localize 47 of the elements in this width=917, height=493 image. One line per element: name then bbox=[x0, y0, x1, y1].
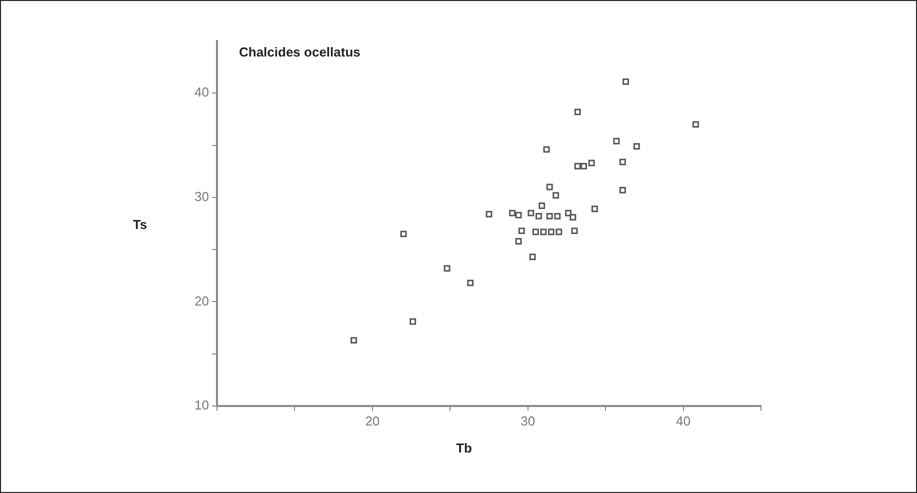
point bbox=[552, 192, 560, 199]
point bbox=[518, 228, 525, 234]
point bbox=[619, 158, 626, 166]
point bbox=[565, 210, 572, 216]
point bbox=[350, 337, 357, 344]
point bbox=[613, 138, 620, 144]
point bbox=[528, 210, 534, 216]
x-axis-title: Tb bbox=[456, 440, 472, 456]
point bbox=[591, 206, 598, 212]
point bbox=[538, 202, 546, 209]
point bbox=[570, 214, 576, 220]
point bbox=[540, 228, 547, 236]
point bbox=[548, 228, 554, 236]
point bbox=[580, 162, 588, 170]
point bbox=[619, 186, 626, 194]
point bbox=[622, 78, 629, 85]
point bbox=[515, 212, 522, 218]
y-tick-label: 10 bbox=[194, 398, 209, 413]
point bbox=[529, 254, 536, 260]
point bbox=[554, 212, 561, 220]
point bbox=[574, 162, 581, 170]
x-tick-label: 20 bbox=[365, 413, 380, 428]
point bbox=[574, 108, 581, 116]
chart-title: Chalcides ocellatus bbox=[239, 44, 360, 60]
point bbox=[543, 146, 550, 153]
point bbox=[588, 160, 595, 166]
x-tick-label: 40 bbox=[676, 413, 691, 428]
y-tick-label: 40 bbox=[194, 84, 209, 100]
point bbox=[692, 121, 699, 128]
y-tick-label: 30 bbox=[194, 189, 209, 204]
y-axis-title: Ts bbox=[132, 217, 148, 232]
point bbox=[571, 228, 578, 234]
point bbox=[546, 184, 553, 190]
x-tick-label: 30 bbox=[520, 413, 536, 428]
point bbox=[467, 280, 474, 286]
point bbox=[633, 143, 640, 150]
point bbox=[400, 230, 407, 238]
point bbox=[546, 212, 553, 220]
point bbox=[509, 210, 516, 216]
point bbox=[444, 265, 450, 272]
point bbox=[556, 228, 562, 236]
point bbox=[486, 210, 492, 218]
point bbox=[536, 212, 542, 220]
point bbox=[532, 228, 539, 236]
y-tick-label: 20 bbox=[194, 293, 209, 308]
point bbox=[410, 318, 416, 325]
point bbox=[515, 238, 522, 244]
